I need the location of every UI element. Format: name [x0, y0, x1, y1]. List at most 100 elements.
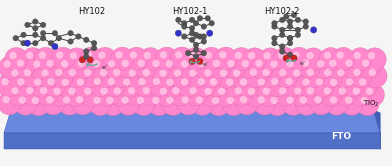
Circle shape: [288, 47, 311, 70]
Circle shape: [27, 93, 50, 116]
Circle shape: [181, 20, 187, 26]
Circle shape: [79, 57, 85, 63]
Circle shape: [117, 55, 140, 79]
Circle shape: [130, 51, 137, 59]
Circle shape: [155, 83, 178, 106]
Circle shape: [240, 78, 247, 86]
Circle shape: [103, 74, 126, 97]
Circle shape: [34, 47, 57, 70]
Circle shape: [181, 24, 187, 29]
Text: e⁻: e⁻: [299, 61, 307, 66]
Circle shape: [267, 74, 289, 97]
Circle shape: [123, 83, 146, 106]
Circle shape: [330, 79, 337, 86]
Circle shape: [302, 83, 325, 106]
Circle shape: [2, 96, 10, 103]
Circle shape: [222, 93, 245, 116]
Text: HY102: HY102: [78, 7, 106, 16]
Circle shape: [295, 32, 301, 38]
Circle shape: [132, 92, 155, 116]
Circle shape: [0, 56, 22, 79]
Circle shape: [166, 79, 174, 86]
Circle shape: [243, 48, 266, 71]
Circle shape: [317, 60, 324, 67]
Circle shape: [220, 69, 227, 77]
Circle shape: [201, 39, 207, 44]
Circle shape: [123, 79, 131, 86]
Circle shape: [148, 56, 171, 79]
Circle shape: [174, 69, 181, 77]
Circle shape: [241, 60, 249, 67]
Circle shape: [40, 22, 46, 28]
Circle shape: [341, 55, 364, 78]
Circle shape: [47, 78, 54, 85]
Circle shape: [11, 87, 19, 94]
Circle shape: [98, 52, 105, 59]
Circle shape: [245, 64, 268, 87]
Circle shape: [258, 83, 281, 106]
Circle shape: [259, 48, 282, 71]
Circle shape: [184, 47, 207, 70]
Circle shape: [55, 69, 63, 76]
Circle shape: [185, 65, 207, 88]
Circle shape: [362, 60, 369, 67]
Circle shape: [270, 97, 278, 104]
Circle shape: [168, 83, 191, 106]
Circle shape: [189, 17, 195, 23]
Text: HY102-1: HY102-1: [172, 7, 208, 16]
Circle shape: [148, 93, 171, 116]
Circle shape: [298, 55, 321, 78]
Circle shape: [69, 69, 76, 76]
Circle shape: [185, 83, 208, 106]
Circle shape: [143, 69, 150, 76]
Circle shape: [354, 74, 377, 97]
Circle shape: [201, 24, 207, 29]
Circle shape: [334, 83, 357, 106]
Circle shape: [354, 52, 361, 59]
Circle shape: [324, 69, 331, 76]
Circle shape: [205, 15, 211, 21]
Circle shape: [332, 65, 356, 88]
Circle shape: [26, 87, 34, 94]
Circle shape: [19, 65, 42, 88]
Circle shape: [198, 60, 205, 67]
Circle shape: [278, 51, 285, 59]
Circle shape: [56, 51, 64, 59]
Circle shape: [368, 69, 376, 76]
Circle shape: [325, 55, 347, 78]
Circle shape: [263, 52, 271, 59]
Text: HY102-2: HY102-2: [265, 7, 300, 16]
Circle shape: [279, 87, 286, 94]
Circle shape: [29, 74, 53, 97]
Circle shape: [282, 56, 305, 79]
Circle shape: [262, 69, 270, 76]
Circle shape: [89, 74, 112, 97]
Circle shape: [43, 74, 66, 97]
Circle shape: [357, 55, 380, 78]
Circle shape: [177, 92, 200, 115]
Circle shape: [200, 65, 223, 88]
Circle shape: [155, 65, 178, 88]
Circle shape: [210, 78, 217, 85]
Circle shape: [64, 65, 87, 88]
Circle shape: [2, 78, 9, 85]
Circle shape: [270, 60, 278, 68]
Circle shape: [26, 52, 33, 59]
Circle shape: [94, 78, 101, 85]
Circle shape: [56, 35, 62, 41]
Circle shape: [175, 30, 181, 36]
Circle shape: [103, 56, 126, 79]
Circle shape: [235, 52, 242, 59]
Circle shape: [272, 20, 277, 26]
Circle shape: [70, 52, 77, 59]
Circle shape: [77, 79, 84, 86]
Circle shape: [143, 52, 151, 59]
Circle shape: [279, 27, 285, 33]
Circle shape: [160, 87, 167, 95]
Circle shape: [21, 40, 26, 46]
Circle shape: [51, 47, 74, 70]
Circle shape: [160, 51, 167, 59]
Text: e⁻: e⁻: [102, 65, 109, 70]
Circle shape: [348, 64, 372, 87]
Circle shape: [266, 93, 289, 116]
